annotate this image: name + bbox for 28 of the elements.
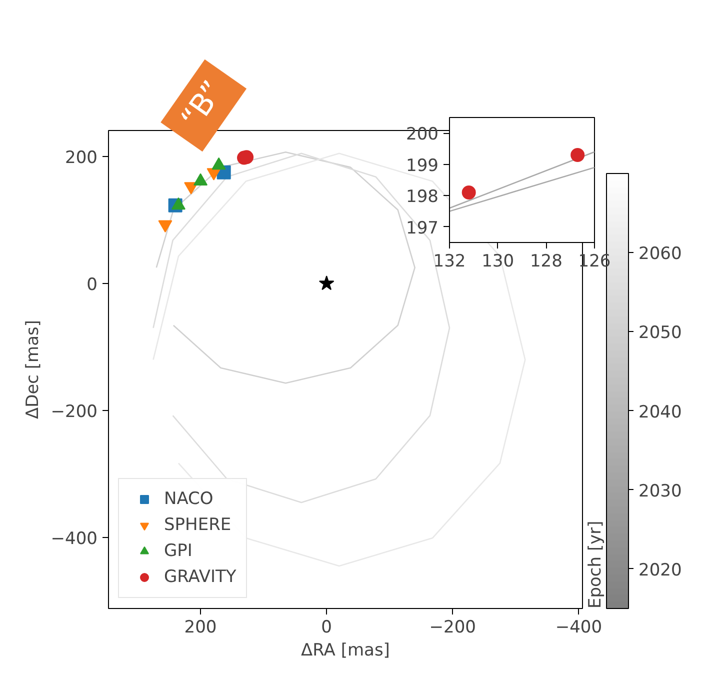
color-bar-label: 2040	[638, 402, 682, 422]
color-bar-label: 2060	[638, 244, 682, 264]
y-axis-title: ΔDec [mas]	[22, 320, 43, 420]
x-tick-label: 128	[530, 252, 562, 272]
y-tick-label: 0	[86, 274, 98, 295]
color-bar-label: 2050	[638, 323, 682, 344]
y-tick-label: 198	[406, 187, 439, 208]
color-bar-label: 2030	[638, 481, 682, 502]
x-tick-label: 130	[482, 252, 514, 272]
legend-label: SPHERE	[164, 515, 232, 535]
y-tick-label: 200	[65, 148, 98, 168]
legend-label: NACO	[164, 489, 214, 509]
y-tick-label: −400	[50, 528, 98, 549]
color-bar-title: Epoch [yr]	[586, 520, 606, 608]
color-bar-label: 2020	[638, 560, 682, 580]
legend-label: GRAVITY	[164, 567, 236, 587]
x-tick-label: 132	[433, 252, 466, 272]
y-tick-label: −200	[50, 402, 98, 422]
y-tick-label: 197	[406, 218, 439, 238]
y-tick-label: 200	[406, 124, 439, 145]
x-tick-label: 200	[184, 618, 217, 638]
x-tick-label: −400	[555, 618, 602, 638]
y-tick-label: 199	[406, 156, 439, 176]
x-axis-title: ΔRA [mas]	[301, 640, 390, 660]
legend-label: GPI	[164, 541, 192, 561]
x-tick-label: −200	[429, 618, 476, 638]
annotation: “B”	[173, 74, 232, 138]
x-tick-label: 0	[321, 618, 332, 638]
